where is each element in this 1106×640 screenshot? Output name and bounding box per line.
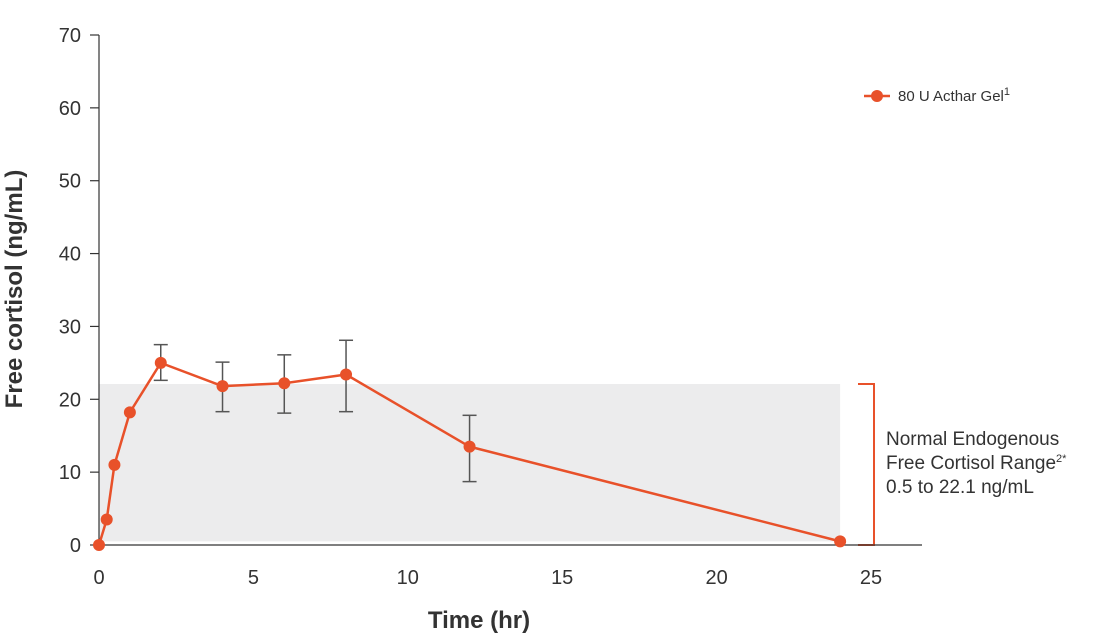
legend-marker-swatch bbox=[871, 90, 883, 102]
x-tick-label: 10 bbox=[397, 567, 419, 589]
y-tick-label: 10 bbox=[59, 462, 81, 484]
range-label-line-2-text: Free Cortisol Range bbox=[886, 453, 1056, 474]
axes: 0 10 20 30 40 50 60 70 0 5 10 15 20 25 bbox=[59, 25, 922, 589]
reference-band-bracket bbox=[858, 382, 875, 546]
series-line bbox=[97, 361, 841, 546]
x-tick-label: 15 bbox=[551, 567, 573, 589]
legend-series-name: 80 U Acthar Gel bbox=[898, 88, 1004, 105]
y-tick-label: 30 bbox=[59, 316, 81, 338]
data-point bbox=[463, 440, 476, 453]
data-point bbox=[340, 368, 353, 381]
data-point bbox=[154, 356, 167, 369]
y-axis-title: Free cortisol (ng/mL) bbox=[1, 170, 28, 409]
data-point bbox=[100, 513, 113, 526]
y-tick-label: 50 bbox=[59, 171, 81, 193]
y-tick-label: 20 bbox=[59, 389, 81, 411]
y-tick-label: 60 bbox=[59, 98, 81, 120]
y-tick-label: 70 bbox=[59, 25, 81, 47]
reference-band-label: Normal Endogenous Free Cortisol Range2* … bbox=[886, 429, 1067, 498]
data-point bbox=[834, 535, 847, 548]
data-point bbox=[123, 406, 136, 419]
x-tick-label: 20 bbox=[705, 567, 727, 589]
legend: 80 U Acthar Gel1 bbox=[864, 86, 1010, 105]
data-point bbox=[216, 380, 229, 393]
x-tick-label: 25 bbox=[860, 567, 882, 589]
series-layer bbox=[93, 356, 847, 551]
y-tick-label: 0 bbox=[70, 535, 81, 557]
x-tick-label: 5 bbox=[248, 567, 259, 589]
data-point bbox=[93, 539, 105, 551]
data-point bbox=[278, 377, 291, 390]
x-tick-label: 0 bbox=[93, 567, 104, 589]
range-label-line-1: Normal Endogenous bbox=[886, 429, 1059, 450]
legend-label: 80 U Acthar Gel1 bbox=[898, 86, 1010, 105]
y-tick-label: 40 bbox=[59, 244, 81, 266]
range-label-line-2: Free Cortisol Range2* bbox=[886, 453, 1067, 474]
data-point bbox=[108, 458, 121, 471]
legend-superscript: 1 bbox=[1004, 86, 1010, 98]
range-label-superscript: 2* bbox=[1056, 453, 1067, 465]
x-axis-title: Time (hr) bbox=[428, 607, 530, 634]
range-label-line-3: 0.5 to 22.1 ng/mL bbox=[886, 477, 1034, 498]
